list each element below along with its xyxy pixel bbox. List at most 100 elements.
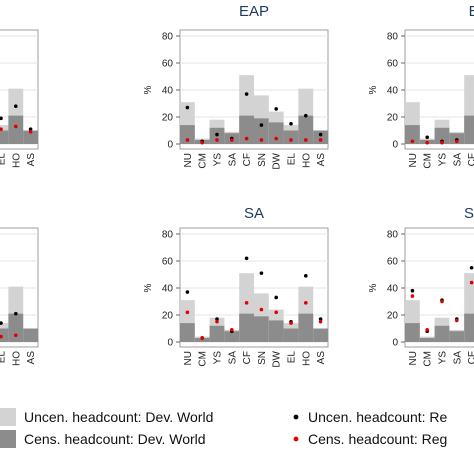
dot-censored (274, 310, 279, 315)
dot-uncensored (318, 132, 323, 137)
bar-censored (313, 328, 328, 342)
dot-uncensored (0, 116, 3, 121)
bar-censored (268, 122, 284, 144)
y-axis-label: % (143, 85, 154, 94)
bar-censored (0, 328, 9, 342)
x-tick-label: HO (11, 351, 22, 366)
legend: Uncen. headcount: Dev. World Uncen. headc… (0, 408, 448, 448)
dot-uncensored (259, 271, 264, 275)
dot-censored (455, 318, 459, 323)
dot-censored (185, 138, 190, 142)
bar-censored (298, 313, 314, 342)
dot-censored (425, 140, 430, 145)
y-tick-label: 0 (392, 140, 398, 151)
dot-censored (440, 140, 444, 145)
dot-censored (28, 130, 33, 134)
x-tick-label: CM (423, 351, 434, 367)
bar-censored (405, 323, 420, 342)
bar-censored (283, 130, 299, 144)
dot-censored (304, 301, 308, 305)
y-tick-label: 60 (387, 59, 399, 70)
x-tick-label: DW (272, 152, 283, 169)
dot-uncensored (304, 274, 308, 278)
dot-censored (304, 138, 308, 142)
y-tick-label: 80 (387, 32, 399, 43)
dot-uncensored (410, 288, 415, 293)
x-tick-label: SA (227, 153, 238, 167)
x-tick-label: CF (242, 351, 253, 364)
x-tick-label: EL (287, 351, 298, 364)
dot-uncensored (259, 123, 264, 127)
x-tick-label: CF (467, 351, 474, 364)
dot-censored (14, 124, 18, 129)
legend-label: Cens. headcount: Reg (308, 431, 447, 447)
bar-censored (254, 316, 269, 342)
y-tick-label: 20 (387, 311, 399, 322)
legend-marker-uncensored-dot (293, 414, 299, 420)
bar-uncensored (464, 273, 474, 342)
dot-uncensored (0, 321, 3, 325)
x-tick-label: HO (11, 153, 22, 168)
x-tick-label: EL (0, 153, 8, 166)
panel-title: EAP (239, 3, 269, 20)
bar-censored (8, 115, 24, 144)
x-tick-label: CF (242, 153, 253, 166)
x-tick-label: EL (287, 153, 298, 166)
x-tick-label: HO (301, 153, 312, 168)
dot-uncensored (244, 92, 249, 96)
dot-censored (244, 136, 249, 141)
bar-uncensored (464, 75, 474, 144)
dot-censored (455, 139, 459, 144)
dot-censored (200, 336, 204, 340)
x-tick-label: EL (0, 351, 8, 364)
y-axis-label: % (368, 85, 379, 94)
x-tick-label: AS (316, 153, 327, 167)
dot-censored (200, 140, 204, 145)
dot-censored (410, 294, 415, 298)
dot-uncensored (215, 317, 219, 321)
dot-censored (425, 328, 430, 332)
y-axis-label: % (143, 283, 154, 292)
dot-uncensored (318, 317, 323, 321)
y-tick-label: 20 (387, 113, 399, 124)
bar-censored (239, 313, 254, 342)
bar-censored (268, 320, 284, 342)
bar-censored (405, 125, 420, 144)
dot-censored (14, 333, 18, 338)
panel-eap: EAP 0 20 40 60 80% NU CM YS SA CF SN DW EL HO AS (143, 3, 329, 170)
legend-swatch-censored-bar (0, 430, 16, 448)
y-tick-label: 40 (162, 284, 174, 295)
dot-censored (318, 319, 323, 324)
x-tick-label: NU (408, 351, 419, 365)
x-tick-label: CM (198, 351, 209, 367)
dot-censored (185, 310, 190, 315)
dot-uncensored (215, 132, 219, 137)
dot-uncensored (469, 265, 474, 270)
panel-title: SSA (464, 205, 474, 222)
dot-censored (0, 127, 3, 131)
x-tick-label: HO (301, 351, 312, 366)
x-tick-label: AS (26, 351, 37, 365)
dot-uncensored (185, 290, 190, 294)
dot-uncensored (14, 104, 18, 108)
dot-censored (244, 301, 249, 305)
dot-censored (259, 307, 264, 312)
bar-censored (298, 115, 314, 144)
y-tick-label: 60 (162, 59, 174, 70)
y-tick-label: 0 (167, 338, 173, 349)
y-tick-label: 80 (162, 32, 174, 43)
dot-uncensored (304, 113, 308, 118)
dot-uncensored (28, 127, 33, 131)
bar-censored (313, 130, 328, 144)
x-tick-label: SN (257, 351, 268, 365)
bar-censored (283, 328, 299, 342)
dot-censored (289, 321, 293, 325)
dot-uncensored (185, 105, 190, 110)
dot-censored (215, 138, 219, 142)
dot-censored (469, 280, 474, 285)
bar-censored (419, 337, 435, 342)
legend-marker-censored-dot (293, 436, 299, 442)
